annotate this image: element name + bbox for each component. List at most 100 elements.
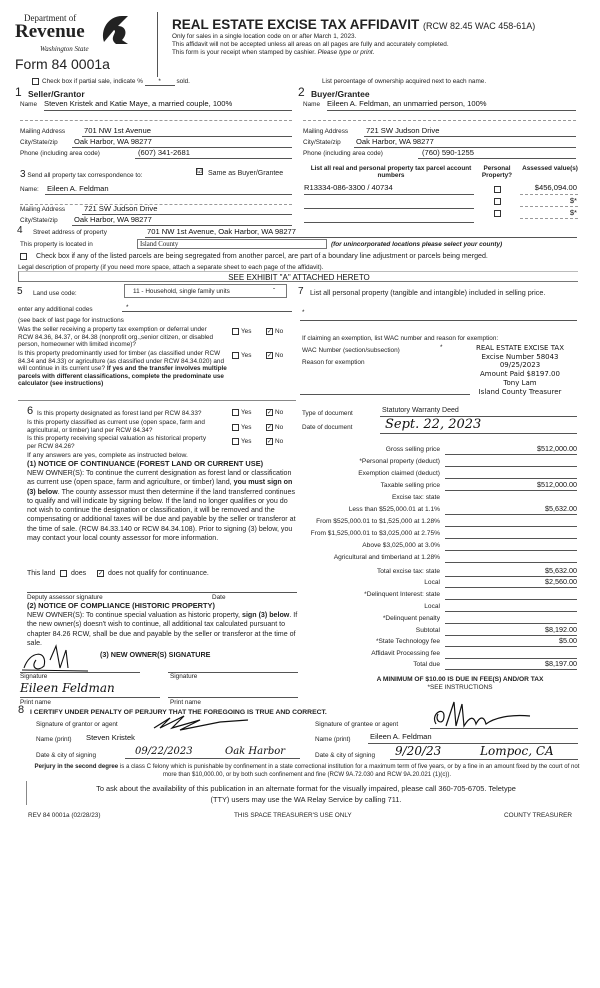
seller-phone-field[interactable]: (607) 341-2681 <box>138 148 190 157</box>
tax-label: *Delinquent Interest: state <box>364 591 440 598</box>
section-number: 6 <box>27 405 34 417</box>
header-note: Only for sales in a single location code… <box>172 33 357 40</box>
perjury-text: is a class C felony which is punishable … <box>118 763 580 778</box>
no-checkbox[interactable]: ✓ <box>266 438 273 445</box>
tax-value-field[interactable]: $512,000.00 <box>537 444 577 453</box>
land-use-select[interactable]: 11 - Household, single family units ˇ <box>124 284 287 298</box>
parcel-number-field[interactable]: R13334-086-3300 / 40734 <box>304 183 393 192</box>
question-text: Is this property predominantly used for … <box>18 350 228 388</box>
doc-type-field[interactable]: Statutory Warranty Deed <box>382 407 459 414</box>
correspondence-label-text: Send all property tax correspondence to: <box>27 172 143 179</box>
doc-date-label: Date of document <box>302 424 353 431</box>
no-label: No <box>275 409 284 416</box>
personal-col-header: Personal Property? <box>481 165 513 180</box>
no-checkbox[interactable]: ✓ <box>266 424 273 431</box>
assessed-value-field[interactable]: $* <box>569 196 577 205</box>
does-not-label: does not qualify for continuance. <box>108 570 209 577</box>
treasurer-use-only: THIS SPACE TREASURER'S USE ONLY <box>234 812 352 819</box>
yes-checkbox[interactable] <box>232 328 239 335</box>
tax-value-field[interactable]: $5,632.00 <box>545 566 577 575</box>
grantee-signature-label: Signature of grantee or agent <box>315 721 399 728</box>
logo-revenue: Revenue <box>15 21 85 42</box>
personal-property-checkbox[interactable] <box>494 186 501 193</box>
current-use-question: Is this property classified as current u… <box>27 419 205 434</box>
correspondence-mail-field[interactable]: 721 SW Judson Drive <box>84 204 158 213</box>
grantee-city-field[interactable]: Lompoc, CA <box>480 744 554 758</box>
partial-label-text: Check box if partial sale, indicate % <box>42 78 143 85</box>
yes-checkbox[interactable] <box>232 409 239 416</box>
grantor-date-label: Date & city of signing <box>36 752 97 759</box>
grantor-signature-image <box>153 715 249 731</box>
certify-statement: I CERTIFY UNDER PENALTY OF PERJURY THAT … <box>30 709 327 716</box>
tax-value-field[interactable]: $5,632.00 <box>545 504 577 513</box>
grantee-name-field[interactable]: Eileen A. Feldman <box>370 732 432 741</box>
property-street-field[interactable]: 701 NW 1st Avenue, Oak Harbor, WA 98277 <box>147 227 297 236</box>
county-value: Island County <box>140 241 179 248</box>
wac-field[interactable]: * <box>440 344 443 351</box>
label: Name: <box>20 186 39 193</box>
tax-value-field[interactable]: $8,197.00 <box>545 659 577 668</box>
tax-value-field[interactable]: $5.00 <box>559 636 577 645</box>
no-checkbox[interactable]: ✓ <box>266 328 273 335</box>
if-any-note: If any answers are yes, complete as inst… <box>27 452 188 459</box>
logo-state: Washington State <box>40 45 89 53</box>
partial-percent-field[interactable]: * <box>144 78 175 87</box>
does-not-checkbox[interactable]: ✓ <box>97 570 104 577</box>
personal-property-field[interactable]: * <box>302 309 305 316</box>
does-checkbox[interactable] <box>60 570 67 577</box>
yes-label: Yes <box>241 352 252 359</box>
correspondence-city-field[interactable]: Oak Harbor, WA 98277 <box>74 215 152 224</box>
legal-description-field[interactable]: SEE EXHIBIT "A" ATTACHED HERETO <box>18 271 578 282</box>
buyer-mail-field[interactable]: 721 SW Judson Drive <box>366 126 440 135</box>
question-bold: If yes and the transfer involves multipl… <box>18 365 227 387</box>
section-number: 4 <box>17 225 23 236</box>
tax-label: Excise tax: state <box>391 494 440 501</box>
buyer-phone-field[interactable]: (760) 590-1255 <box>422 148 474 157</box>
grantee-date-field[interactable]: 9/20/23 <box>395 744 442 758</box>
tax-value-field[interactable]: $8,192.00 <box>545 625 577 634</box>
no-checkbox[interactable]: ✓ <box>266 409 273 416</box>
no-checkbox[interactable]: ✓ <box>266 352 273 359</box>
grantor-name-field[interactable]: Steven Kristek <box>86 733 135 742</box>
assessed-value-field[interactable]: $* <box>569 208 577 217</box>
continuance-choice: This land <box>27 570 55 578</box>
partial-sale-checkbox[interactable] <box>32 78 39 85</box>
tax-label: *State Technology fee <box>375 638 440 645</box>
perjury-notice: Perjury in the second degree is a class … <box>28 763 586 779</box>
seller-city-field[interactable]: Oak Harbor, WA 98277 <box>74 137 152 146</box>
tax-label: From $1,525,000.01 to $3,025,000 at 2.75… <box>310 530 440 537</box>
legal-description-value: SEE EXHIBIT "A" ATTACHED HERETO <box>228 273 370 282</box>
seller-name-field[interactable]: Steven Kristek and Katie Maye, a married… <box>44 99 233 108</box>
grantor-city-field[interactable]: Oak Harbor <box>225 746 286 757</box>
section-number: 2 <box>298 85 305 99</box>
assessed-value-field[interactable]: $456,094.00 <box>534 183 577 192</box>
tax-value-field[interactable]: $2,560.00 <box>545 577 577 586</box>
tax-value-field[interactable]: $512,000.00 <box>537 480 577 489</box>
personal-property-checkbox[interactable] <box>494 210 501 217</box>
county-note: (for unincorporated locations please sel… <box>331 241 503 248</box>
label: City/State/zip <box>20 217 58 224</box>
tax-label: Affidavit Processing fee <box>371 650 440 657</box>
header-note: This affidavit will not be accepted unle… <box>172 41 449 48</box>
deputy-signature-label: Deputy assessor signature <box>27 594 103 601</box>
tax-label: Total due <box>413 661 440 668</box>
exemption-label: If claiming an exemption, list WAC numbe… <box>302 335 499 342</box>
same-as-buyer-checkbox[interactable]: ☑ <box>196 168 203 175</box>
doc-date-field[interactable]: Sept. 22, 2023 <box>385 417 482 432</box>
buyer-city-field[interactable]: Oak Harbor, WA 98277 <box>356 137 434 146</box>
additional-codes-field[interactable]: * <box>126 304 129 311</box>
notice-text: . The county assessor must then determin… <box>27 487 296 543</box>
notice-bold: sign (3) below <box>242 611 290 619</box>
segregated-checkbox[interactable] <box>20 253 27 260</box>
county-select[interactable]: Island County <box>137 239 327 249</box>
yes-checkbox[interactable] <box>232 438 239 445</box>
personal-property-checkbox[interactable] <box>494 198 501 205</box>
yes-checkbox[interactable] <box>232 352 239 359</box>
label: Phone (including area code) <box>20 150 100 157</box>
correspondence-name-field[interactable]: Eileen A. Feldman <box>47 184 109 193</box>
section-number: 1 <box>15 85 22 99</box>
yes-checkbox[interactable] <box>232 424 239 431</box>
grantor-date-field[interactable]: 09/22/2023 <box>135 746 193 757</box>
buyer-name-field[interactable]: Eileen A. Feldman, an unmarried person, … <box>327 99 487 108</box>
seller-mail-field[interactable]: 701 NW 1st Avenue <box>84 126 151 135</box>
